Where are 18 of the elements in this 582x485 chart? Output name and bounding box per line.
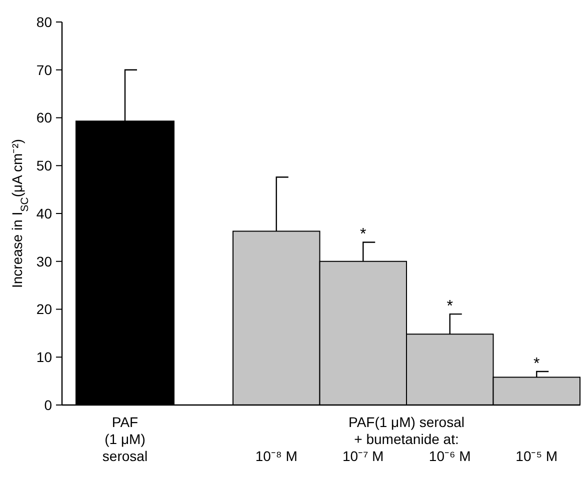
y-tick-label: 60 [36, 110, 52, 126]
y-tick-label: 0 [44, 396, 52, 413]
y-tick-label: 80 [36, 14, 52, 30]
text: PAF(1 μM) serosal + bumetanide at: [348, 414, 464, 447]
x-tick-label: 10⁻⁵ M [516, 448, 558, 464]
y-tick-label: 50 [36, 158, 52, 174]
y-tick-label: 20 [36, 301, 52, 318]
x-tick-label: 10⁻⁷ M [342, 448, 384, 464]
y-tick-label: 30 [36, 253, 52, 270]
y-tick-label: 40 [36, 205, 52, 222]
annotation: * [446, 298, 453, 316]
annotation: * [534, 355, 540, 372]
y-tick-label: 10 [36, 349, 52, 366]
x-tick-label: 10⁻⁶ M [428, 448, 471, 464]
x-tick-label: PAF (1 μM) serosal [102, 414, 148, 464]
x-tick-label: 10⁻⁸ M [255, 448, 298, 464]
annotation: * [360, 226, 366, 244]
y-tick-label: 70 [36, 62, 52, 78]
